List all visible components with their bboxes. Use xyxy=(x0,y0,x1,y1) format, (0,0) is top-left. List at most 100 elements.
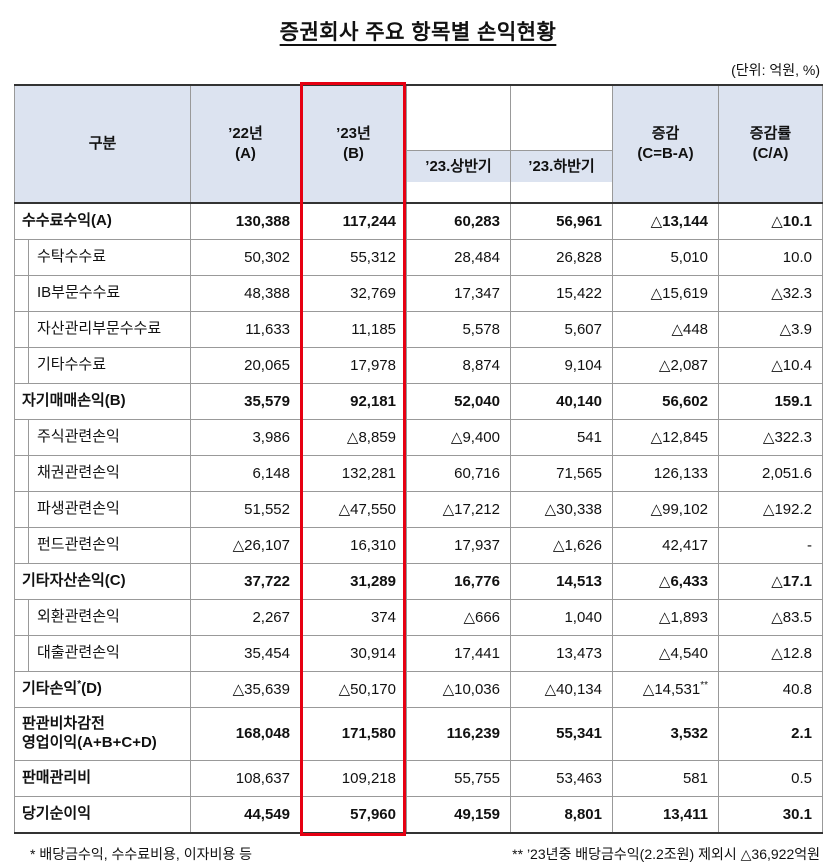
cell-value: 32,769 xyxy=(300,274,407,312)
cell-value: △32.3 xyxy=(718,274,823,312)
cell-value: △1,626 xyxy=(510,526,613,564)
table-row: IB부문수수료 48,388 32,769 17,347 15,422 △15,619 △3… xyxy=(14,274,823,312)
row-label: 외환관련손익 xyxy=(14,598,191,636)
table-row: 기타자산손익(C) 37,722 31,289 16,776 14,513 △6,433 △… xyxy=(14,562,823,600)
cell-value: 541 xyxy=(510,418,613,456)
cell-value: 13,473 xyxy=(510,634,613,672)
report-page: 증권회사 주요 항목별 손익현황 (단위: 억원, %) 구분 ’22년 (A)… xyxy=(0,16,836,864)
cell-value: 117,244 xyxy=(300,202,407,240)
row-label: 기타손익*(D) xyxy=(14,670,191,708)
page-title: 증권회사 주요 항목별 손익현황 xyxy=(279,21,557,44)
table-row: 판매관리비 108,637 109,218 55,755 53,463 581 0.5 xyxy=(14,759,823,797)
cell-value: 51,552 xyxy=(190,490,301,528)
cell-value: △14,531** xyxy=(612,670,719,708)
cell-value: △12.8 xyxy=(718,634,823,672)
header-change-rate: 증감률 (C/A) xyxy=(718,84,823,204)
cell-value: 30,914 xyxy=(300,634,407,672)
cell-value: 374 xyxy=(300,598,407,636)
row-label: 파생관련손익 xyxy=(14,490,191,528)
footnote-1: * 배당금수익, 수수료비용, 이자비용 등 xyxy=(30,845,252,862)
cell-value: 581 xyxy=(612,759,719,797)
cell-value: △35,639 xyxy=(190,670,301,708)
cell-value: 55,755 xyxy=(406,759,511,797)
cell-value: 9,104 xyxy=(510,346,613,384)
cell-value: 2.1 xyxy=(718,706,823,761)
cell-value: 20,065 xyxy=(190,346,301,384)
cell-value: 55,341 xyxy=(510,706,613,761)
cell-value: 108,637 xyxy=(190,759,301,797)
cell-value: 13,411 xyxy=(612,795,719,833)
cell-value: 132,281 xyxy=(300,454,407,492)
cell-value: △13,144 xyxy=(612,202,719,240)
cell-value: △47,550 xyxy=(300,490,407,528)
table-row: 자기매매손익(B) 35,579 92,181 52,040 40,140 56,602 1… xyxy=(14,382,823,420)
cell-value: 8,801 xyxy=(510,795,613,833)
table-row: 기타수수료 20,065 17,978 8,874 9,104 △2,087 △10.4 xyxy=(14,346,823,384)
cell-value: △448 xyxy=(612,310,719,348)
cell-value: 17,347 xyxy=(406,274,511,312)
cell-value: △666 xyxy=(406,598,511,636)
cell-value: △83.5 xyxy=(718,598,823,636)
cell-value: 109,218 xyxy=(300,759,407,797)
row-label: 수탁수수료 xyxy=(14,238,191,276)
header-23-h1-spacer xyxy=(407,105,510,131)
row-label: 당기순이익 xyxy=(14,795,191,833)
cell-value: 0.5 xyxy=(718,759,823,797)
cell-value: 1,040 xyxy=(510,598,613,636)
row-label: 자산관리부문수수료 xyxy=(14,310,191,348)
header-year-22: ’22년 (A) xyxy=(190,84,301,204)
cell-value: △26,107 xyxy=(190,526,301,564)
cell-value: 48,388 xyxy=(190,274,301,312)
cell-value: 14,513 xyxy=(510,562,613,600)
header-23-h2-spacer xyxy=(511,105,612,131)
cell-value: 116,239 xyxy=(406,706,511,761)
cell-value: 5,010 xyxy=(612,238,719,276)
cell-value: △9,400 xyxy=(406,418,511,456)
cell-value: 49,159 xyxy=(406,795,511,833)
cell-value: △6,433 xyxy=(612,562,719,600)
cell-value: 17,978 xyxy=(300,346,407,384)
cell-value: △10,036 xyxy=(406,670,511,708)
cell-value: 44,549 xyxy=(190,795,301,833)
cell-value: 171,580 xyxy=(300,706,407,761)
cell-value: 10.0 xyxy=(718,238,823,276)
cell-value: 168,048 xyxy=(190,706,301,761)
cell-value: 17,937 xyxy=(406,526,511,564)
cell-value: △17.1 xyxy=(718,562,823,600)
table-row: 수수료수익(A) 130,388 117,244 60,283 56,961 △13,14… xyxy=(14,202,823,240)
table-row: 수탁수수료 50,302 55,312 28,484 26,828 5,010 10.0 xyxy=(14,238,823,276)
cell-value: △50,170 xyxy=(300,670,407,708)
cell-value: 126,133 xyxy=(612,454,719,492)
income-table: 구분 ’22년 (A) ’23년 (B) ’23.상반기 ’23.하반기 증감 … xyxy=(14,84,823,834)
table-row: 주식관련손익 3,986 △8,859 △9,400 541 △12,845 △322.3 xyxy=(14,418,823,456)
cell-value: 71,565 xyxy=(510,454,613,492)
table-row: 대출관련손익 35,454 30,914 17,441 13,473 △4,540 △12.… xyxy=(14,634,823,672)
cell-value: 11,633 xyxy=(190,310,301,348)
table-row: 외환관련손익 2,267 374 △666 1,040 △1,893 △83.5 xyxy=(14,598,823,636)
row-label: 판매관리비 xyxy=(14,759,191,797)
cell-value: 35,454 xyxy=(190,634,301,672)
cell-value: 5,578 xyxy=(406,310,511,348)
cell-value: 3,532 xyxy=(612,706,719,761)
cell-value: 50,302 xyxy=(190,238,301,276)
row-label: 대출관련손익 xyxy=(14,634,191,672)
cell-value: 57,960 xyxy=(300,795,407,833)
row-label: 자기매매손익(B) xyxy=(14,382,191,420)
header-23-h1-label: ’23.상반기 xyxy=(407,150,510,182)
table-header-row: 구분 ’22년 (A) ’23년 (B) ’23.상반기 ’23.하반기 증감 … xyxy=(14,84,823,204)
cell-value: 159.1 xyxy=(718,382,823,420)
cell-value: 60,283 xyxy=(406,202,511,240)
header-23-h1: ’23.상반기 xyxy=(406,84,511,204)
table-row: 판관비차감전 영업이익(A+B+C+D) 168,048 171,580 116,23… xyxy=(14,706,823,761)
cell-value: △99,102 xyxy=(612,490,719,528)
cell-value: 35,579 xyxy=(190,382,301,420)
row-label: 기타자산손익(C) xyxy=(14,562,191,600)
cell-value: 2,267 xyxy=(190,598,301,636)
cell-value: △12,845 xyxy=(612,418,719,456)
cell-value: 26,828 xyxy=(510,238,613,276)
unit-note: (단위: 억원, %) xyxy=(731,62,820,78)
row-label: IB부문수수료 xyxy=(14,274,191,312)
cell-value: 30.1 xyxy=(718,795,823,833)
cell-value: 130,388 xyxy=(190,202,301,240)
cell-value: 11,185 xyxy=(300,310,407,348)
